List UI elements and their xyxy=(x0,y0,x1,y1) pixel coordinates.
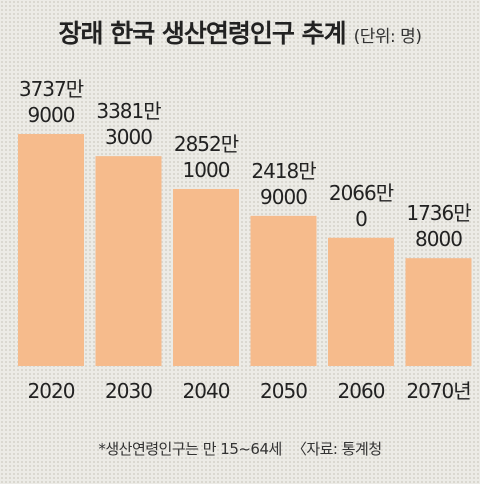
chart-title: 장래 한국 생산연령인구 추계 xyxy=(58,19,347,48)
x-tick-label: 2050 xyxy=(260,379,307,403)
value-label-line2: 3000 xyxy=(105,125,152,149)
unit-label: (단위: 명) xyxy=(353,27,422,47)
source-label: 〈자료: 통계청 xyxy=(291,440,382,458)
bar-2070 xyxy=(405,258,472,366)
bar-2060 xyxy=(328,237,394,366)
bar-2030 xyxy=(95,156,162,366)
x-tick-label: 2020 xyxy=(28,379,75,403)
footnote-note: *생산연령인구는 만 15~64세 xyxy=(98,440,282,458)
x-tick-label: 2040 xyxy=(183,379,230,403)
title-row: 장래 한국 생산연령인구 추계 (단위: 명) xyxy=(0,14,480,50)
value-label-line2: 9000 xyxy=(260,185,307,209)
value-label-line2: 8000 xyxy=(415,227,462,251)
value-label-line1: 3381만 xyxy=(96,99,161,123)
value-label-line2: 9000 xyxy=(28,103,75,127)
bar-2050 xyxy=(250,215,317,366)
footnote: *생산연령인구는 만 15~64세 〈자료: 통계청 xyxy=(0,438,480,459)
bar-2040 xyxy=(173,188,239,366)
x-tick-label: 2030 xyxy=(105,379,152,403)
value-label-line1: 3737만 xyxy=(19,77,84,101)
value-label-line1: 2852만 xyxy=(174,132,239,156)
x-tick-label: 2060 xyxy=(338,379,385,403)
bar-2020 xyxy=(18,134,84,366)
value-label-line1: 2066만 xyxy=(329,181,394,205)
value-label-line1: 1736만 xyxy=(406,201,471,225)
value-label-line2: 0 xyxy=(355,207,367,231)
value-label-line2: 1000 xyxy=(183,158,230,182)
x-tick-label: 2070년 xyxy=(406,379,470,403)
value-label-line1: 2418만 xyxy=(251,159,316,183)
